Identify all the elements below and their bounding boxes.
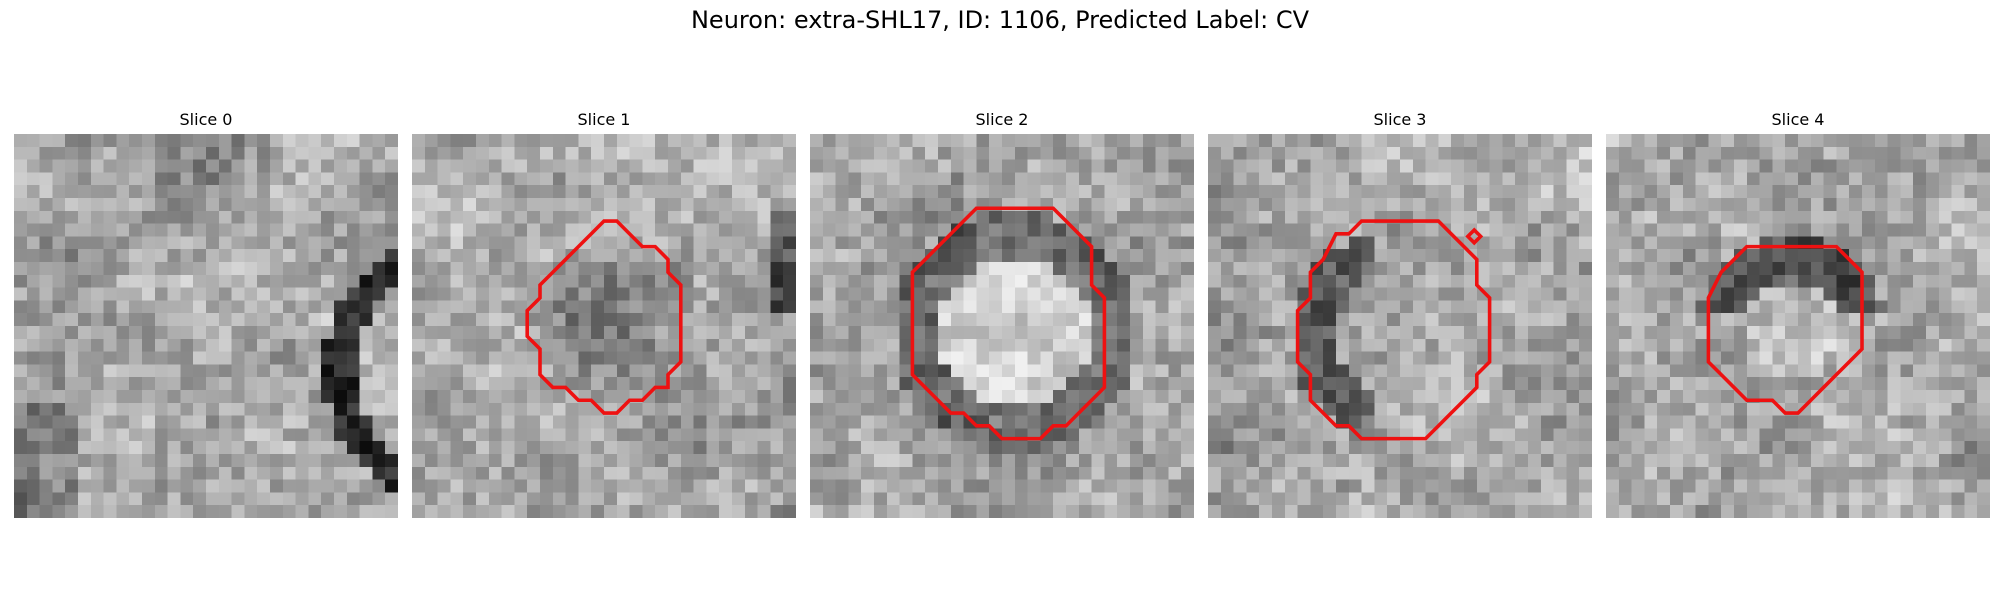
roi-contour [1706, 244, 1864, 415]
slice-overlay [525, 219, 683, 415]
slice-title: Slice 0 [179, 110, 233, 129]
slice-panel-4: Slice 4 [1606, 108, 1990, 518]
slice-overlay [910, 206, 1107, 441]
slice-panel-0: Slice 0 [14, 108, 398, 518]
slice-title: Slice 4 [1771, 110, 1825, 129]
slice-overlay [1295, 219, 1492, 441]
slice-panel-3: Slice 3 [1208, 108, 1592, 518]
slice-overlay [1706, 244, 1864, 415]
roi-contour [1295, 219, 1492, 441]
slice-title: Slice 2 [975, 110, 1029, 129]
roi-contour [910, 206, 1107, 441]
slice-image [1606, 134, 1990, 518]
figure-title: Neuron: extra-SHL17, ID: 1106, Predicted… [690, 6, 1310, 34]
slice-overlay [14, 134, 398, 518]
roi-contour-small [1465, 227, 1484, 246]
roi-contour [525, 219, 683, 415]
slice-image [1208, 134, 1592, 518]
slice-panel-1: Slice 1 [412, 108, 796, 518]
slice-image [412, 134, 796, 518]
slice-image [810, 134, 1194, 518]
slice-title: Slice 3 [1373, 110, 1427, 129]
slice-title: Slice 1 [577, 110, 631, 129]
slice-image [14, 134, 398, 518]
slice-panel-2: Slice 2 [810, 108, 1194, 518]
